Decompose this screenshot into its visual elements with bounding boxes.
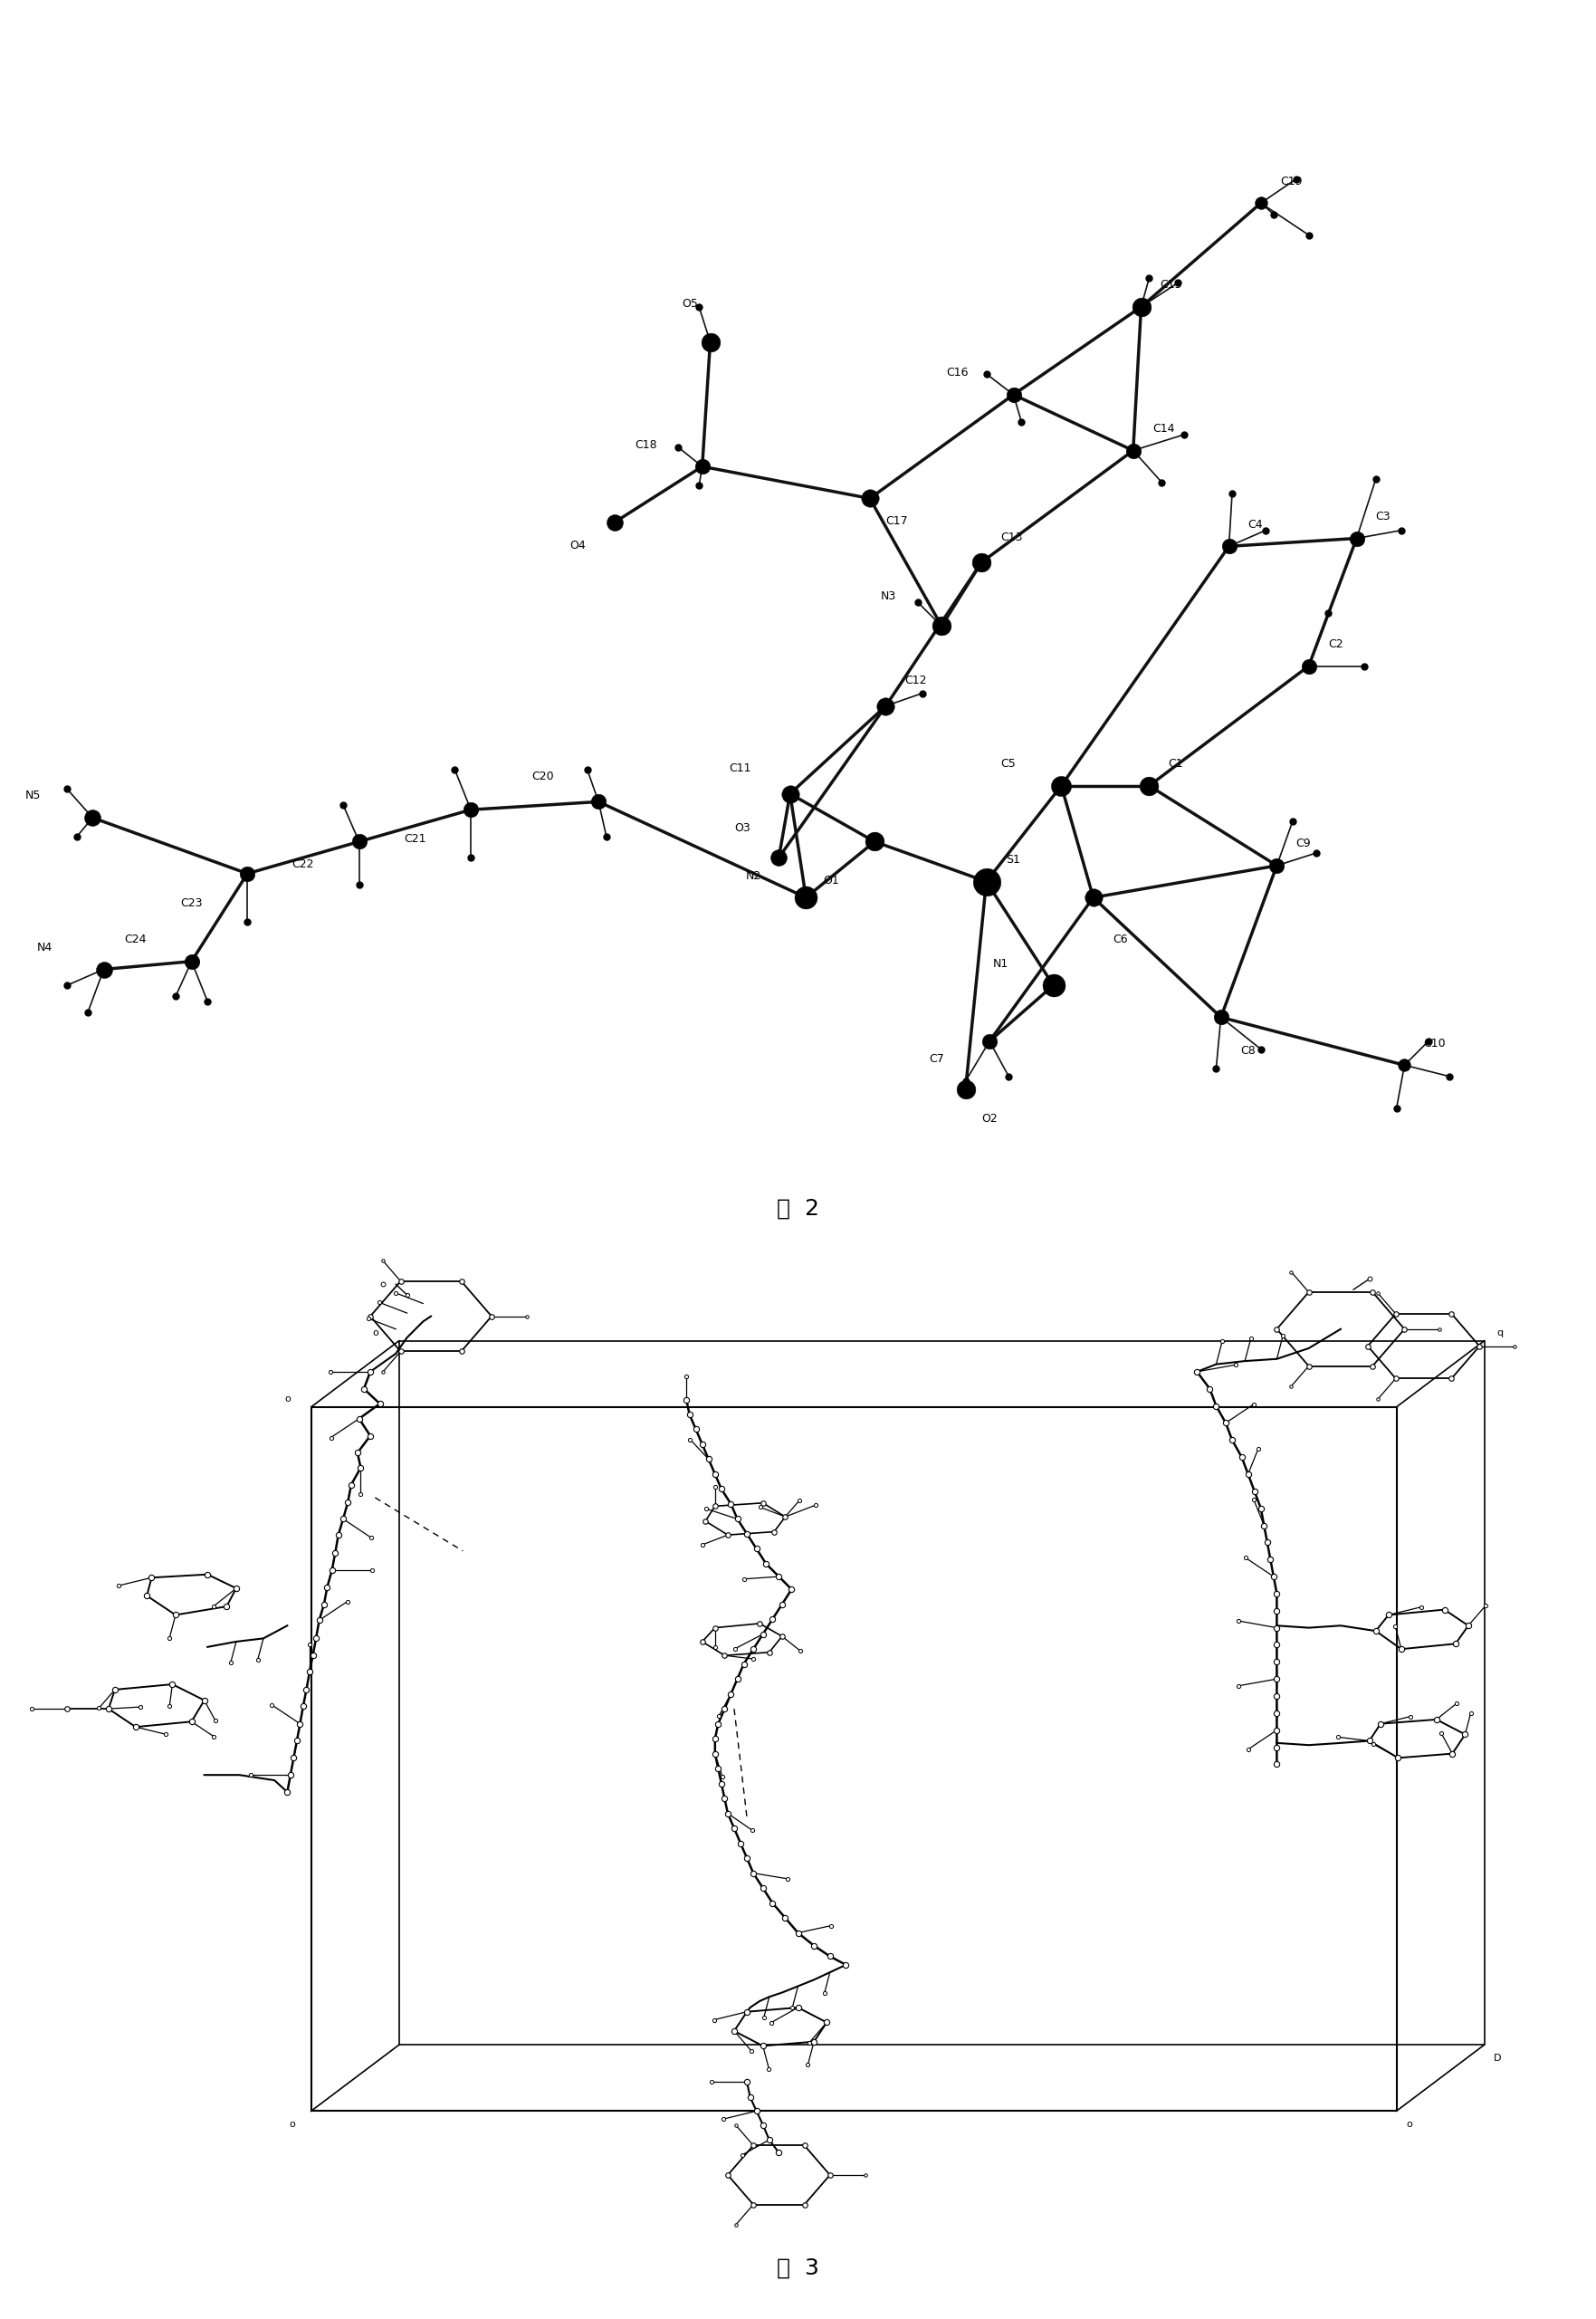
Text: q: q	[1497, 1329, 1503, 1338]
Text: N4: N4	[37, 942, 53, 953]
Text: C19: C19	[1280, 176, 1302, 188]
Text: O2: O2	[982, 1113, 998, 1125]
Text: O1: O1	[824, 874, 839, 886]
Text: C20: C20	[531, 770, 554, 782]
Text: C14: C14	[1152, 422, 1175, 434]
Text: O5: O5	[681, 299, 697, 311]
Text: C21: C21	[404, 833, 426, 844]
Text: C22: C22	[292, 858, 314, 870]
Text: C13: C13	[1001, 531, 1023, 543]
Text: 图  2: 图 2	[777, 1199, 819, 1220]
Text: D: D	[1494, 2055, 1500, 2062]
Text: C3: C3	[1376, 510, 1390, 522]
Text: N1: N1	[993, 958, 1009, 969]
Text: C18: C18	[635, 438, 658, 450]
Text: C16: C16	[946, 366, 969, 378]
Text: C15: C15	[1160, 278, 1183, 290]
Text: o: o	[284, 1394, 290, 1403]
Text: C4: C4	[1248, 519, 1262, 531]
Text: C23: C23	[180, 897, 203, 909]
Text: C6: C6	[1112, 935, 1127, 946]
Text: C10: C10	[1424, 1037, 1446, 1048]
Text: o: o	[1406, 2120, 1412, 2129]
Text: C12: C12	[905, 675, 927, 686]
Text: C24: C24	[124, 935, 147, 946]
Text: C7: C7	[929, 1053, 945, 1064]
Text: 图  3: 图 3	[777, 2256, 819, 2280]
Text: C17: C17	[886, 515, 908, 526]
Text: N3: N3	[881, 591, 897, 603]
Text: C5: C5	[1001, 758, 1017, 770]
Text: O4: O4	[570, 540, 586, 552]
Text: C2: C2	[1328, 638, 1342, 649]
Text: o: o	[289, 2120, 295, 2129]
Text: C1: C1	[1168, 758, 1183, 770]
Text: C11: C11	[729, 763, 752, 775]
Text: O3: O3	[734, 821, 750, 833]
Text: o: o	[372, 1329, 378, 1338]
Text: S1: S1	[1005, 853, 1020, 865]
Text: C9: C9	[1296, 837, 1310, 849]
Text: N5: N5	[26, 791, 41, 802]
Text: N2: N2	[745, 870, 761, 881]
Text: C8: C8	[1240, 1046, 1256, 1057]
